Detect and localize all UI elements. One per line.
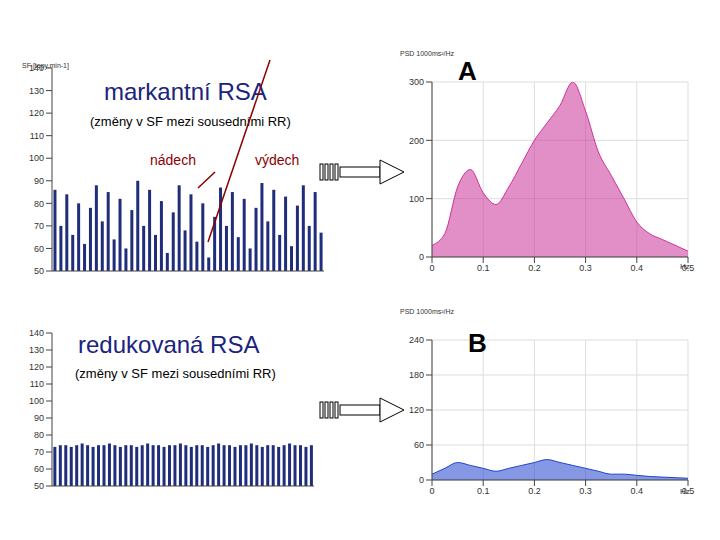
svg-text:50: 50 xyxy=(34,266,44,275)
svg-text:90: 90 xyxy=(34,176,44,186)
html-text:SF [tepy.min-1]: SF [tepy.min-1] xyxy=(22,62,69,69)
html-text:A: A xyxy=(458,56,477,86)
svg-text:140: 140 xyxy=(29,328,44,338)
svg-text:60: 60 xyxy=(414,440,424,450)
svg-text:60: 60 xyxy=(34,464,44,474)
svg-text:0.3: 0.3 xyxy=(579,486,592,496)
html-text:(změny v SF mezi sousedními RR: (změny v SF mezi sousedními RR) xyxy=(75,366,276,381)
html-text:PSD 1000ms²/Hz: PSD 1000ms²/Hz xyxy=(400,50,455,57)
html-text:výdech: výdech xyxy=(255,152,300,168)
svg-text:0.2: 0.2 xyxy=(528,486,541,496)
svg-text:100: 100 xyxy=(29,396,44,406)
html-text:Hz: Hz xyxy=(680,487,690,496)
svg-text:70: 70 xyxy=(34,221,44,231)
svg-text:0.2: 0.2 xyxy=(528,263,541,273)
svg-text:0: 0 xyxy=(419,252,424,262)
svg-text:80: 80 xyxy=(34,430,44,440)
svg-text:130: 130 xyxy=(29,86,44,96)
svg-text:0.3: 0.3 xyxy=(579,263,592,273)
svg-text:60: 60 xyxy=(34,244,44,254)
html-text:B: B xyxy=(468,328,487,358)
svg-text:80: 80 xyxy=(34,199,44,209)
svg-text:130: 130 xyxy=(29,345,44,355)
svg-text:0.4: 0.4 xyxy=(631,263,644,273)
svg-text:240: 240 xyxy=(409,335,424,345)
svg-text:0.1: 0.1 xyxy=(477,263,490,273)
svg-text:70: 70 xyxy=(34,447,44,457)
svg-text:120: 120 xyxy=(29,362,44,372)
svg-text:0: 0 xyxy=(419,475,424,485)
svg-text:180: 180 xyxy=(409,370,424,380)
svg-text:120: 120 xyxy=(409,405,424,415)
svg-text:0.1: 0.1 xyxy=(477,486,490,496)
html-text:markantní RSA: markantní RSA xyxy=(104,78,267,105)
svg-text:50: 50 xyxy=(34,481,44,490)
html-text:Hz: Hz xyxy=(680,262,690,271)
svg-text:200: 200 xyxy=(409,136,424,146)
svg-text:110: 110 xyxy=(30,131,44,141)
svg-text:0: 0 xyxy=(429,486,434,496)
html-text:nádech: nádech xyxy=(150,152,196,168)
html-text:redukovaná RSA: redukovaná RSA xyxy=(78,331,260,358)
svg-text:0: 0 xyxy=(429,263,434,273)
html-text:PSD 1000ms²/Hz: PSD 1000ms²/Hz xyxy=(400,308,455,315)
html-text:(změny v SF mezi sousedními RR: (změny v SF mezi sousedními RR) xyxy=(90,114,291,129)
svg-text:110: 110 xyxy=(30,379,44,389)
svg-text:300: 300 xyxy=(409,77,424,87)
svg-text:100: 100 xyxy=(29,153,44,163)
svg-text:120: 120 xyxy=(29,108,44,118)
svg-text:0.4: 0.4 xyxy=(631,486,644,496)
svg-text:100: 100 xyxy=(409,194,424,204)
svg-text:90: 90 xyxy=(34,413,44,423)
